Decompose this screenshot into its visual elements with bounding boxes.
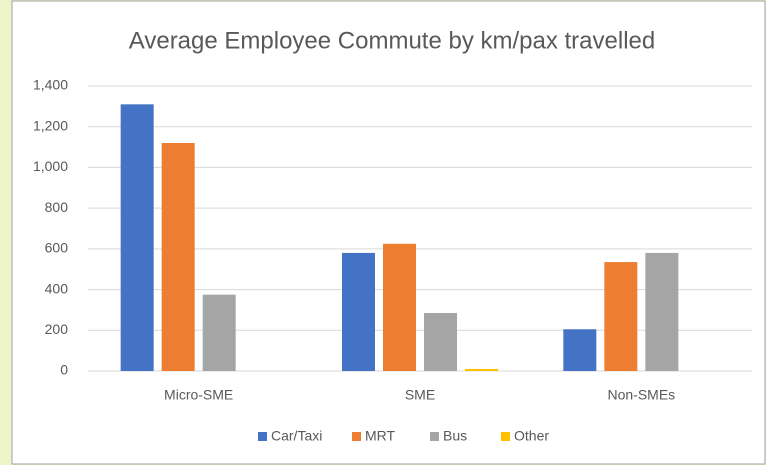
bar bbox=[161, 143, 195, 371]
legend-label: Bus bbox=[443, 428, 467, 444]
y-tick-label: 1,200 bbox=[33, 117, 68, 133]
legend-swatch bbox=[501, 432, 510, 441]
y-tick-label: 800 bbox=[45, 199, 69, 215]
bar bbox=[645, 252, 679, 371]
bar bbox=[465, 368, 498, 371]
y-tick-label: 200 bbox=[45, 321, 69, 337]
bar bbox=[342, 252, 375, 371]
legend-swatch bbox=[258, 432, 267, 441]
bar bbox=[120, 104, 154, 372]
bar bbox=[202, 294, 236, 371]
y-tick-label: 1,400 bbox=[33, 77, 68, 93]
legend-label: MRT bbox=[365, 428, 396, 444]
x-tick-label: Micro-SME bbox=[164, 387, 233, 403]
bar bbox=[383, 243, 416, 371]
bar bbox=[424, 312, 457, 371]
y-tick-label: 1,000 bbox=[33, 158, 68, 174]
chart-title: Average Employee Commute by km/pax trave… bbox=[129, 27, 655, 54]
bar bbox=[604, 262, 638, 371]
bar bbox=[563, 329, 597, 371]
legend-label: Car/Taxi bbox=[271, 428, 322, 444]
legend-swatch bbox=[352, 432, 361, 441]
y-tick-label: 400 bbox=[45, 280, 69, 296]
legend-label: Other bbox=[514, 428, 549, 444]
y-tick-label: 0 bbox=[60, 362, 68, 378]
legend-swatch bbox=[430, 432, 439, 441]
y-tick-label: 600 bbox=[45, 240, 69, 256]
x-tick-label: Non-SMEs bbox=[607, 387, 675, 403]
x-tick-label: SME bbox=[405, 387, 435, 403]
